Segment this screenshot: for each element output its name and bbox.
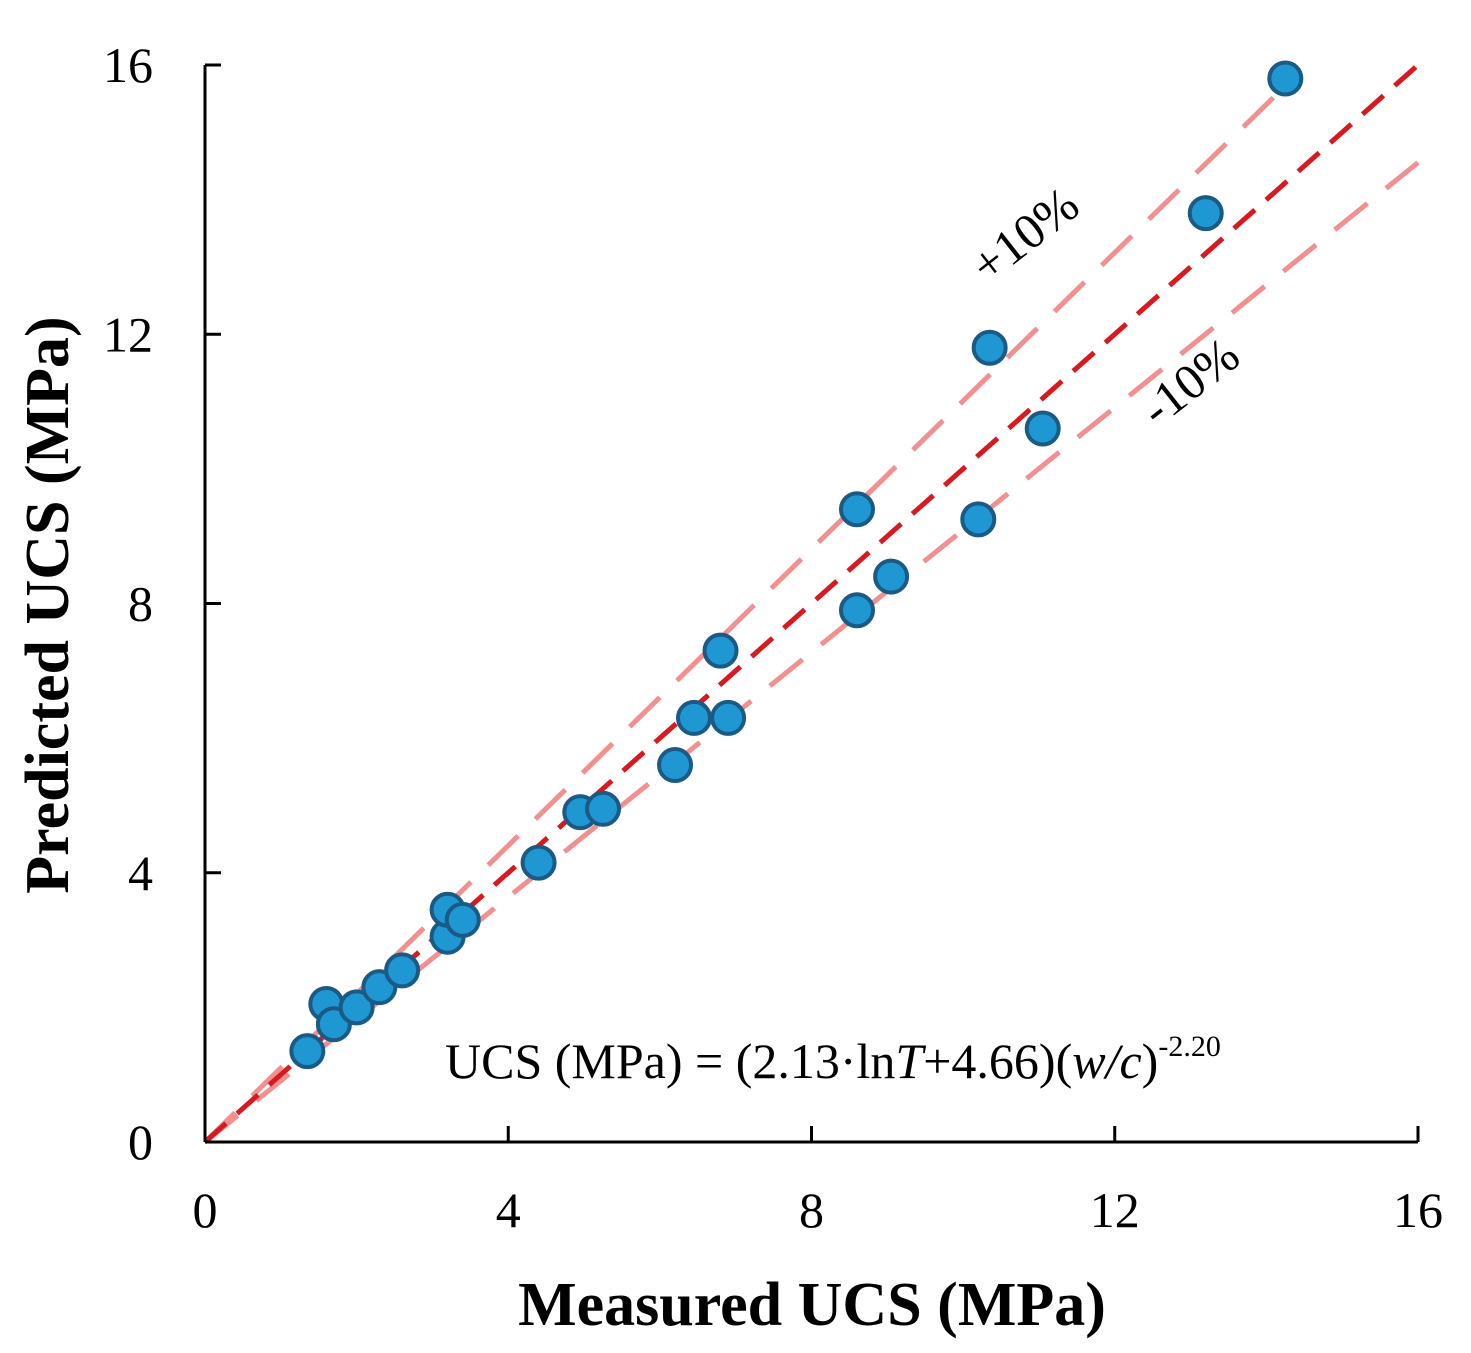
data-point xyxy=(838,592,875,629)
plus-10-label: +10% xyxy=(960,176,1089,294)
data-point xyxy=(585,790,622,827)
data-point xyxy=(702,632,739,669)
data-point xyxy=(384,952,421,989)
data-point xyxy=(960,501,997,538)
x-tick-label: 0 xyxy=(193,1182,218,1238)
minus-10-label: -10% xyxy=(1130,326,1250,437)
y-axis-title: Predicted UCS (MPa) xyxy=(14,316,82,893)
x-tick-label: 8 xyxy=(799,1182,824,1238)
x-tick-label: 16 xyxy=(1393,1182,1443,1238)
y-tick-label: 4 xyxy=(128,845,153,901)
x-axis-title: Measured UCS (MPa) xyxy=(518,1271,1106,1339)
y-axis-ticks: 0 4 8 12 16 xyxy=(103,37,221,1170)
plus-10-percent-line xyxy=(203,76,1295,1144)
y-tick-label: 8 xyxy=(128,576,153,632)
data-point xyxy=(710,699,747,736)
data-point xyxy=(675,699,712,736)
data-point xyxy=(1267,60,1304,97)
equation-annotation: UCS (MPa) = (2.13·lnT+4.66)(w/c)-2.20 xyxy=(445,1030,1221,1089)
equation-var-wc: w/c xyxy=(1072,1033,1141,1089)
x-axis-ticks: 0 4 8 12 16 xyxy=(193,1126,1443,1238)
data-point xyxy=(1024,410,1061,447)
y-tick-label: 0 xyxy=(128,1114,153,1170)
y-tick-label: 12 xyxy=(103,306,153,362)
equation-prefix: UCS (MPa) = (2.13·ln xyxy=(445,1033,895,1089)
y-tick-label: 16 xyxy=(103,37,153,93)
data-points xyxy=(289,60,1304,1070)
equation-exponent: -2.20 xyxy=(1158,1030,1221,1063)
data-point xyxy=(444,901,481,938)
data-point xyxy=(838,491,875,528)
data-point xyxy=(520,844,557,881)
data-point xyxy=(1187,195,1224,232)
equation-mid: +4.66)( xyxy=(923,1033,1072,1089)
equation-close: ) xyxy=(1142,1033,1159,1089)
x-tick-label: 12 xyxy=(1090,1182,1140,1238)
data-point xyxy=(338,989,375,1026)
data-point xyxy=(971,329,1008,366)
data-point xyxy=(289,1033,326,1070)
equation-var-t: T xyxy=(895,1033,926,1089)
data-point xyxy=(657,747,694,784)
x-tick-label: 4 xyxy=(496,1182,521,1238)
data-point xyxy=(873,558,910,595)
